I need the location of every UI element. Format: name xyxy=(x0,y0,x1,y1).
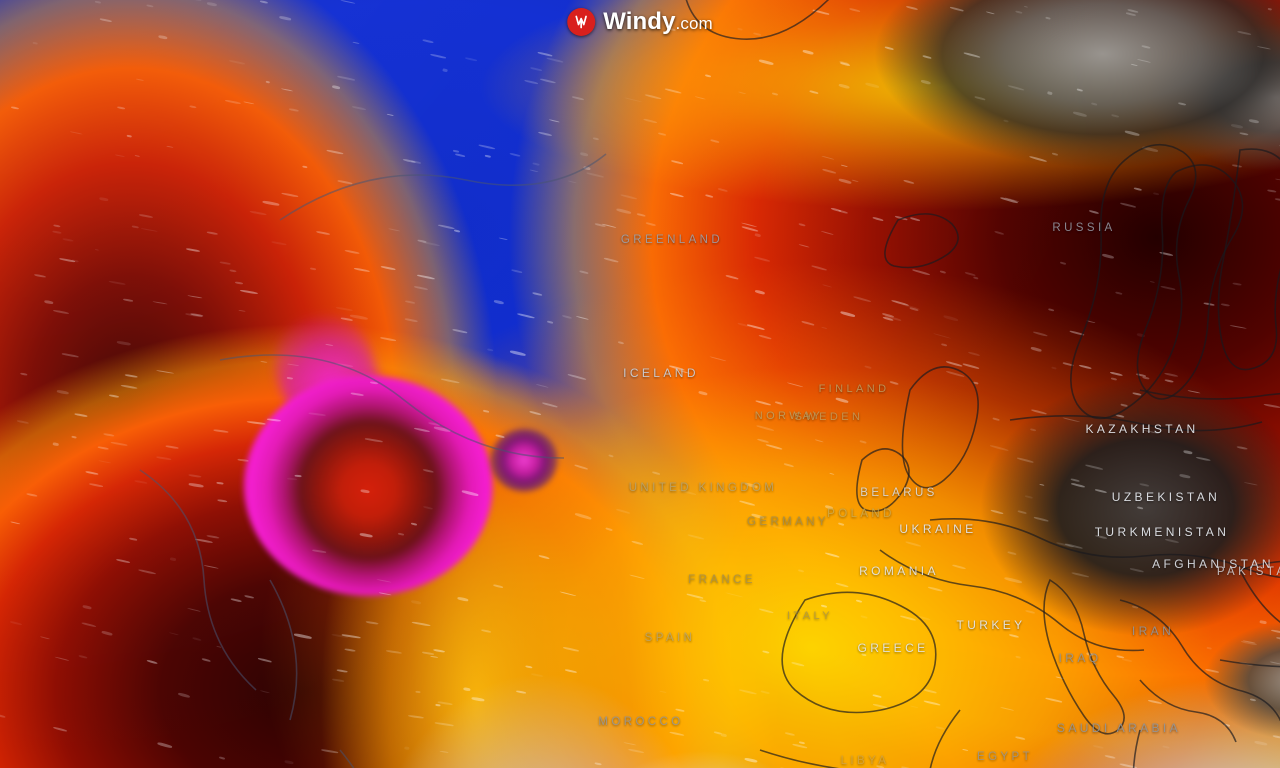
map-label: EGYPT xyxy=(977,751,1033,763)
map-label: BELARUS xyxy=(860,487,938,499)
map-label: UZBEKISTAN xyxy=(1111,490,1221,504)
logo-suffix: .com xyxy=(675,14,713,33)
map-label: GERMANY xyxy=(747,516,829,528)
map-label: IRAQ xyxy=(1058,651,1102,665)
map-label: ITALY xyxy=(787,610,833,622)
map-label: POLAND xyxy=(827,508,895,520)
map-label: GREENLAND xyxy=(620,234,724,246)
map-label: SAUDI ARABIA xyxy=(1056,721,1182,735)
map-label: NORWAY xyxy=(754,410,824,422)
map-label: LIBYA xyxy=(840,755,890,767)
map-label: UNITED KINGDOM xyxy=(628,482,778,494)
windy-logo[interactable]: Windy.com xyxy=(567,8,713,36)
map-label: GREECE xyxy=(857,641,929,655)
map-label: SPAIN xyxy=(644,632,696,644)
logo-brand: Windy xyxy=(603,8,676,35)
map-label: ROMANIA xyxy=(859,564,939,578)
map-label: ICELAND xyxy=(623,366,699,380)
map-label: RUSSIA xyxy=(1052,222,1116,234)
map-label: PAKISTAN xyxy=(1216,566,1280,578)
map-label: AFGHANISTAN xyxy=(1152,557,1274,571)
map-label: FRANCE xyxy=(688,574,756,586)
map-label: UKRAINE xyxy=(899,522,977,536)
map-label: MOROCCO xyxy=(598,716,684,728)
map-label: IRAN xyxy=(1131,624,1175,638)
map-label: KAZAKHSTAN xyxy=(1085,422,1199,436)
windy-logo-icon xyxy=(567,8,596,36)
windy-logo-text: Windy.com xyxy=(603,10,713,34)
map-label: SWEDEN xyxy=(794,411,864,423)
map-label: FINLAND xyxy=(818,383,890,395)
map-label: TURKEY xyxy=(956,618,1026,632)
map-label: TURKMENISTAN xyxy=(1094,525,1230,539)
